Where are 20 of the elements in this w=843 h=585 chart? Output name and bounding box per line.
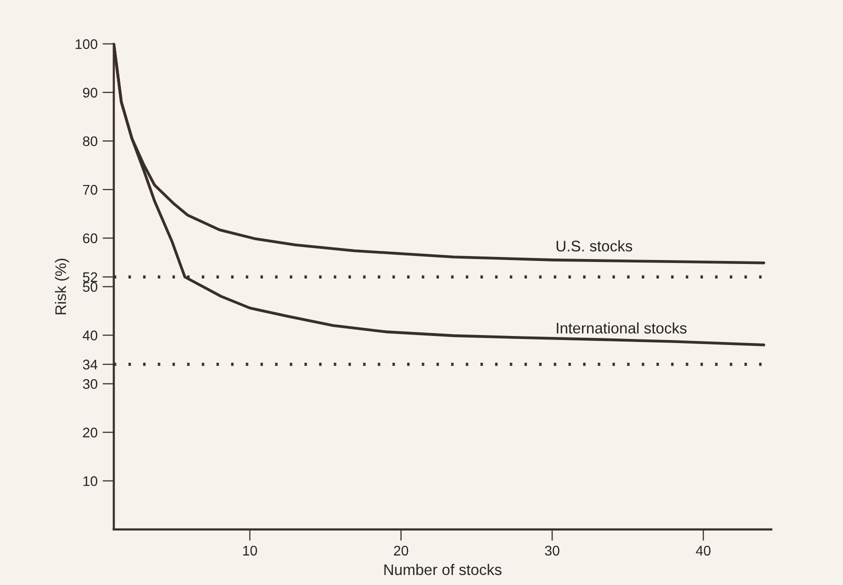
- x-tick-label: 20: [394, 546, 408, 556]
- y-tick-label: 40: [82, 330, 98, 340]
- x-tick-label: 30: [544, 546, 560, 556]
- y-tick-label: 52: [82, 272, 98, 282]
- x-tick-label: 10: [243, 546, 258, 556]
- y-tick-label: 100: [76, 39, 98, 50]
- x-tick-label: 40: [696, 546, 711, 556]
- y-tick-label: 50: [82, 282, 98, 292]
- y-tick-label: 70: [83, 184, 98, 195]
- y-tick-label: 30: [82, 379, 98, 389]
- y-tick-label: 34: [82, 360, 98, 370]
- y-tick-label: 20: [83, 428, 98, 438]
- x-axis-title: Number of stocks: [384, 564, 502, 576]
- y-axis-title: Risk (%): [54, 258, 70, 314]
- y-tick-label: 60: [83, 233, 98, 244]
- series-label: International stocks: [556, 322, 687, 334]
- y-tick-label: 90: [83, 88, 98, 98]
- y-tick-label: 80: [82, 136, 98, 146]
- y-tick-label: 10: [83, 476, 98, 486]
- series-label: U.S. stocks: [556, 240, 632, 252]
